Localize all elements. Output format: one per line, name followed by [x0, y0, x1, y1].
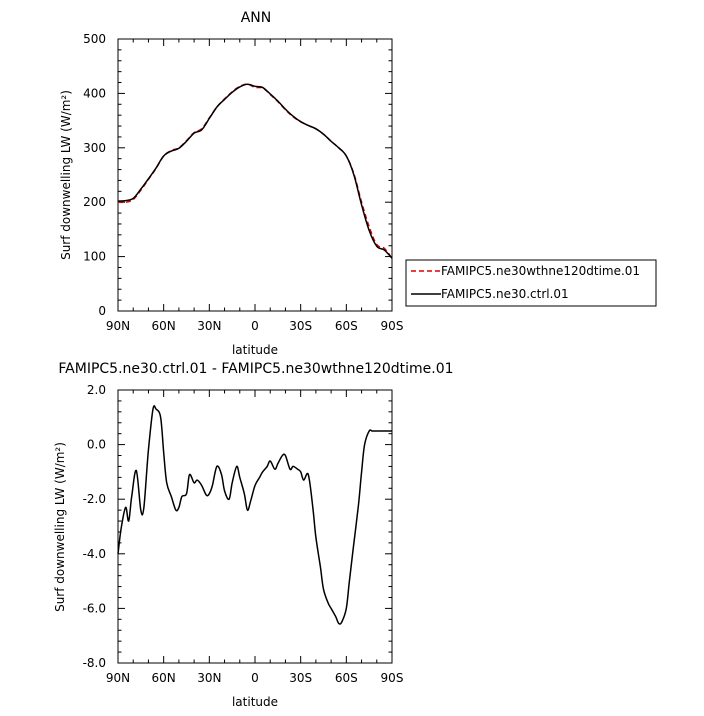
bottom-x-tick-label: 90N: [106, 671, 130, 685]
bottom-y-tick-label: -2.0: [83, 492, 106, 506]
bottom-x-tick-label: 60S: [335, 671, 358, 685]
bottom-x-tick-label: 30S: [289, 671, 312, 685]
bottom-y-tick-label: -8.0: [83, 656, 106, 670]
bottom-x-tick-label: 30N: [197, 671, 221, 685]
top-panel: ANN 0 100 200 300 400 500 90N 60N 30N 0 30S 60S 90S…: [59, 10, 403, 357]
top-y-tick-label: 400: [83, 86, 106, 100]
bottom-y-tick-label: -4.0: [83, 547, 106, 561]
top-series-line-1: [117, 83, 393, 259]
top-y-axis-label: Surf downwelling LW (W/m²): [59, 90, 73, 260]
bottom-panel-title: FAMIPC5.ne30.ctrl.01 - FAMIPC5.ne30wthne…: [58, 361, 453, 377]
top-x-tick-label: 60S: [335, 319, 358, 333]
bottom-x-tick-label: 90S: [381, 671, 404, 685]
bottom-y-tick-label: -6.0: [83, 601, 106, 615]
legend-label-series-1: FAMIPC5.ne30wthne120dtime.01: [441, 264, 640, 278]
top-x-tick-label: 0: [251, 319, 259, 333]
top-panel-title: ANN: [241, 10, 272, 26]
top-x-tick-label: 30N: [197, 319, 221, 333]
bottom-y-tick-label: 2.0: [87, 383, 106, 397]
legend-label-series-2: FAMIPC5.ne30.ctrl.01: [441, 287, 569, 301]
top-x-tick-label: 90S: [381, 319, 404, 333]
legend: FAMIPC5.ne30wthne120dtime.01 FAMIPC5.ne3…: [405, 259, 657, 307]
bottom-x-tick-label: 60N: [152, 671, 176, 685]
top-y-tick-label: 500: [83, 32, 106, 46]
top-x-tick-label: 30S: [289, 319, 312, 333]
top-x-tick-label: 60N: [152, 319, 176, 333]
legend-box: [405, 259, 657, 307]
bottom-series-line-1: [117, 404, 392, 625]
bottom-plot-frame: [117, 389, 393, 664]
bottom-y-axis-label: Surf downwelling LW (W/m²): [53, 442, 67, 612]
top-y-tick-label: 300: [83, 141, 106, 155]
top-series-line-2: [117, 83, 393, 259]
top-y-tick-label: 200: [83, 195, 106, 209]
bottom-x-tick-label: 0: [251, 671, 259, 685]
top-plot-frame: [117, 38, 393, 312]
bottom-panel: FAMIPC5.ne30.ctrl.01 - FAMIPC5.ne30wthne…: [53, 361, 454, 709]
top-y-tick-label: 100: [83, 250, 106, 264]
top-x-axis-label: latitude: [232, 343, 278, 357]
bottom-y-tick-label: 0.0: [87, 438, 106, 452]
top-x-tick-label: 90N: [106, 319, 130, 333]
bottom-x-axis-label: latitude: [232, 695, 278, 709]
top-y-tick-label: 0: [98, 304, 106, 318]
